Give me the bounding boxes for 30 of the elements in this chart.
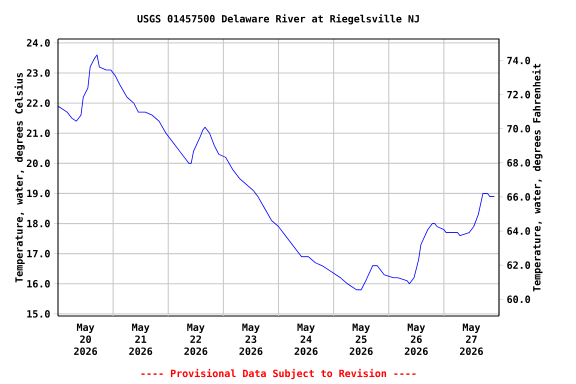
y2-tick-label: 60.0 [507, 295, 530, 304]
y-axis-title: Temperature, water, degrees Celsius [14, 72, 25, 282]
y2-tick-label: 72.0 [507, 90, 530, 98]
y-tick-label: 17.0 [27, 250, 50, 258]
y2-axis-title: Temperature, water, degrees Fahrenheit [532, 64, 542, 292]
y-tick-label: 16.0 [27, 280, 50, 288]
y-tick-label: 23.0 [26, 69, 50, 77]
y2-tick-label: 68.0 [507, 159, 530, 167]
x-tick-label: May 26 2026 [404, 324, 428, 356]
y2-tick-label: 64.0 [507, 227, 530, 235]
y-tick-label: 20.0 [26, 160, 50, 168]
y2-tick-label: 74.0 [507, 56, 530, 64]
y2-tick-label: 70.0 [507, 124, 530, 132]
text: ---- Provisional Data Subject to Revision ---- [142, 368, 416, 380]
y-tick-label: 18.0 [27, 220, 50, 228]
y-tick-label: 24.0 [26, 39, 50, 47]
y-tick-label: 21.0 [26, 129, 50, 138]
x-tick-label: May 21 2026 [129, 324, 152, 356]
chart-title: USGS 01457500 Delaware River at Riegelsville NJ [138, 14, 419, 24]
x-tick-label: May 25 2026 [350, 324, 373, 356]
x-tick-label: May 22 2026 [184, 324, 208, 356]
x-tick-label: May 23 2026 [239, 324, 262, 356]
y-tick-label: 19.0 [27, 190, 50, 198]
y-tick-label: 22.0 [26, 99, 50, 107]
y2-tick-label: 62.0 [507, 261, 530, 269]
y-tick-label: 15.0 [27, 310, 50, 318]
x-tick-label: May 24 2026 [294, 324, 318, 356]
x-tick-label: May 27 2026 [460, 324, 483, 356]
x-tick-label: May 20 2026 [74, 324, 98, 356]
y2-tick-label: 66.0 [507, 193, 530, 201]
